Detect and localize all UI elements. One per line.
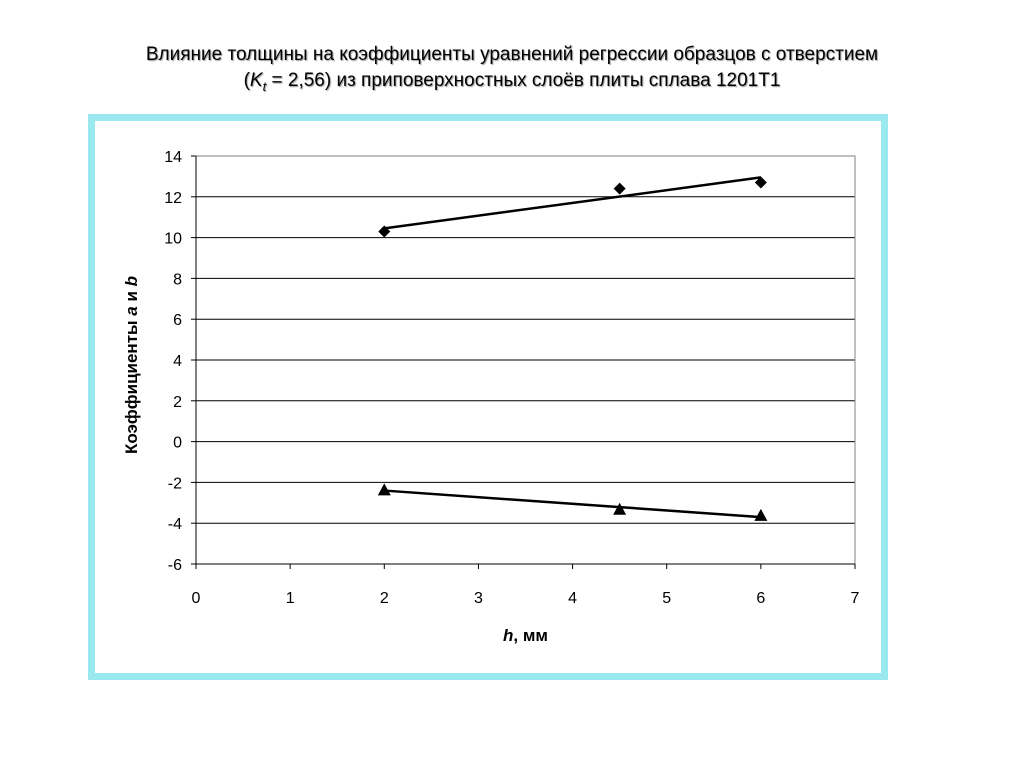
x-axis-var: h bbox=[503, 626, 513, 645]
point-triangle-3 bbox=[754, 508, 768, 521]
y-tick-label-0: 0 bbox=[173, 435, 182, 452]
y-tick-label--4: -4 bbox=[168, 516, 182, 533]
x-tick-label-3: 3 bbox=[474, 590, 483, 607]
x-tick-label-6: 6 bbox=[756, 590, 765, 607]
y-tick-label--2: -2 bbox=[168, 475, 182, 492]
point-diamond-3 bbox=[754, 176, 767, 189]
y-axis-a: a bbox=[122, 306, 141, 315]
y-tick-label-12: 12 bbox=[164, 190, 182, 207]
point-diamond-1 bbox=[378, 225, 391, 238]
x-axis-unit: , мм bbox=[513, 626, 548, 645]
y-tick-labels: -6 -4 -2 0 2 4 6 8 10 12 14 bbox=[164, 149, 182, 574]
y-axis-mid: и bbox=[122, 286, 141, 306]
x-tick-label-0: 0 bbox=[192, 590, 201, 607]
y-tick-label-14: 14 bbox=[164, 149, 182, 166]
chart-title-line-1: Влияние толщины на коэффициенты уравнени… bbox=[145, 44, 879, 65]
x-tick-label-1: 1 bbox=[286, 590, 295, 607]
trendlines bbox=[384, 176, 762, 519]
data-points bbox=[377, 176, 768, 521]
x-tick-label-7: 7 bbox=[851, 590, 860, 607]
y-tick-label--6: -6 bbox=[168, 557, 182, 574]
title-k-symbol: K bbox=[249, 70, 263, 91]
point-triangle-2 bbox=[613, 502, 627, 515]
y-axis-b: b bbox=[122, 276, 141, 286]
y-axis-title: Коэффициенты a и b bbox=[122, 276, 141, 454]
y-axis-prefix: Коэффициенты bbox=[122, 316, 141, 454]
x-tick-labels: 0 1 2 3 4 5 6 7 bbox=[192, 590, 860, 607]
x-axis-title: h, мм bbox=[503, 626, 548, 645]
title-rest: = 2,56) из приповерхностных слоёв плиты … bbox=[266, 70, 781, 91]
title-paren: ( bbox=[243, 70, 250, 91]
y-tick-label-8: 8 bbox=[173, 271, 182, 288]
grid-lines bbox=[196, 155, 855, 565]
chart-frame bbox=[88, 114, 888, 680]
x-tick-label-5: 5 bbox=[662, 590, 671, 607]
point-triangle-1 bbox=[377, 483, 391, 496]
point-diamond-2 bbox=[613, 182, 626, 195]
y-tick-label-10: 10 bbox=[164, 231, 182, 248]
trendline-2 bbox=[384, 489, 761, 519]
y-tick-label-2: 2 bbox=[173, 394, 182, 411]
x-tick-label-2: 2 bbox=[380, 590, 389, 607]
y-tick-label-6: 6 bbox=[173, 312, 182, 329]
y-tick-label-4: 4 bbox=[173, 353, 182, 370]
chart-title-line-2: (Kt = 2,56) из приповерхностных слоёв пл… bbox=[0, 68, 1024, 100]
x-tick-label-4: 4 bbox=[568, 590, 577, 607]
trendline-1 bbox=[384, 176, 762, 230]
axes bbox=[191, 155, 856, 569]
chart-title: Влияние толщины на коэффициенты уравнени… bbox=[0, 42, 1024, 100]
title-k-subscript: t bbox=[262, 78, 267, 94]
